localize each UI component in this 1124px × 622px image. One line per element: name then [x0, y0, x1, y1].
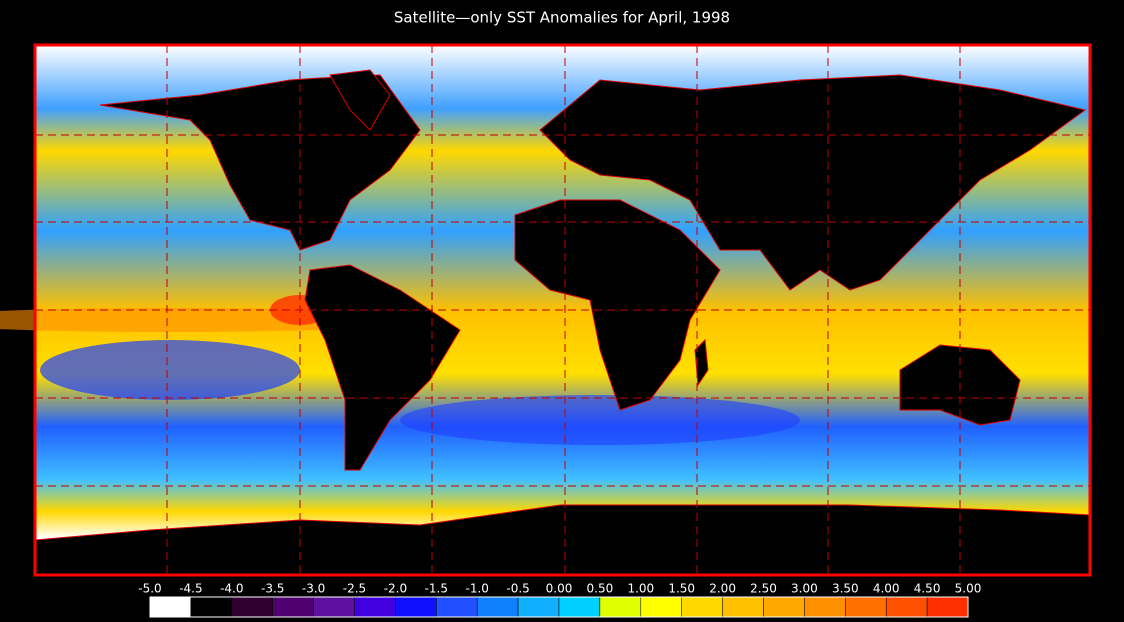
colorbar-swatch [149, 596, 192, 618]
colorbar-label: -2.0 [384, 582, 407, 596]
graticule [35, 45, 1090, 575]
colorbar-swatch [804, 596, 846, 618]
colorbar-label: 1.50 [668, 582, 695, 596]
colorbar-label: 0.50 [587, 582, 614, 596]
colorbar-swatch [558, 596, 601, 618]
africa [514, 199, 721, 411]
colorbar-label: 1.00 [627, 582, 654, 596]
map-frame [33, 43, 1092, 577]
north-america [99, 74, 421, 251]
colorbar-swatch [476, 596, 519, 618]
colorbar-swatch [681, 596, 723, 618]
colorbar-swatch [231, 596, 273, 618]
map [0, 43, 1092, 577]
colorbar-label: -1.0 [465, 582, 488, 596]
colorbar-swatch [354, 596, 396, 618]
colorbar-label: 4.00 [873, 582, 900, 596]
colorbar-swatch [436, 596, 478, 618]
colorbar-swatch [763, 596, 805, 618]
colorbar-label: 3.00 [791, 582, 818, 596]
colorbar-swatch [272, 596, 314, 618]
colorbar-swatch [845, 596, 887, 618]
colorbar-label: 5.00 [955, 582, 982, 596]
colorbar-label: -4.0 [220, 582, 243, 596]
cold-anomaly [40, 340, 300, 400]
colorbar-swatch [722, 596, 764, 618]
land [34, 69, 1091, 576]
colorbar-label: -1.5 [425, 582, 448, 596]
colorbar-swatch [517, 596, 560, 618]
cold-anomaly [400, 395, 800, 445]
colorbar-label: 2.00 [709, 582, 736, 596]
colorbar: -5.0 -4.5 -4.0 -3.5 -3.0 -2.5 -2.0 -1.5 -1.0 -0.5… [138, 582, 981, 618]
colorbar-swatch [395, 596, 437, 618]
colorbar-swatch [190, 596, 233, 618]
colorbar-label: 2.50 [750, 582, 777, 596]
colorbar-label: -0.5 [506, 582, 529, 596]
colorbar-label: -4.5 [179, 582, 202, 596]
colorbar-swatch [885, 596, 928, 618]
map-title: Satellite—only SST Anomalies for April, … [394, 9, 730, 27]
colorbar-swatch [313, 596, 355, 618]
colorbar-swatch [599, 596, 642, 618]
colorbar-label: 3.50 [832, 582, 859, 596]
colorbar-label: 0.00 [546, 582, 573, 596]
eurasia [539, 74, 1087, 291]
colorbar-label: -2.5 [343, 582, 366, 596]
colorbar-label: -3.0 [302, 582, 325, 596]
greenland [329, 69, 391, 131]
colorbar-swatch [926, 596, 969, 618]
colorbar-label: 4.50 [914, 582, 941, 596]
colorbar-label: -5.0 [138, 582, 161, 596]
south-america [304, 264, 461, 471]
colorbar-label: -3.5 [261, 582, 284, 596]
colorbar-swatch [640, 596, 682, 618]
colorbar-outline [149, 596, 969, 618]
